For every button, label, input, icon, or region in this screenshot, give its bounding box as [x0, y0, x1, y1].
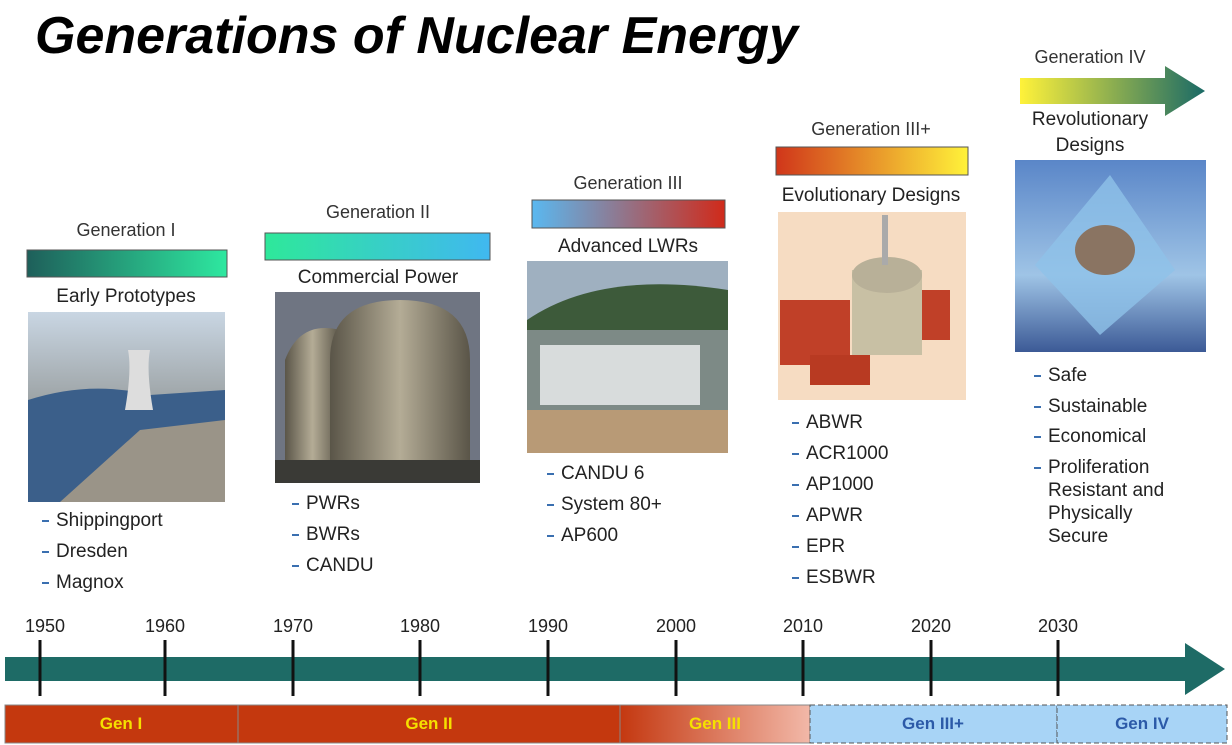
generation-band-label: Gen I [100, 714, 143, 734]
item-text: BWRs [306, 524, 360, 545]
generation-subtitle: Evolutionary Designs [782, 183, 960, 209]
bullet [547, 504, 554, 506]
bullet [292, 534, 299, 536]
item-text: APWR [806, 505, 863, 526]
item-text: CANDU [306, 555, 374, 576]
reactor-item: Sustainable [1048, 395, 1183, 418]
generation-subtitle: Revolutionary Designs [1015, 107, 1165, 159]
year-label: 2020 [911, 616, 951, 637]
generation-label: Generation III [573, 173, 682, 194]
reactor-item: APWR [806, 504, 976, 527]
bullet [1034, 436, 1041, 438]
reactor-item: Economical [1048, 425, 1183, 448]
reactor-item: ABWR [806, 411, 976, 434]
bullet [42, 582, 49, 584]
reactor-item: EPR [806, 535, 976, 558]
item-text: AP600 [561, 525, 618, 546]
item-text: Proliferation Resistant and Physically S… [1048, 457, 1164, 547]
item-text: Shippingport [56, 510, 163, 531]
reactor-item: ACR1000 [806, 442, 976, 465]
item-text: Magnox [56, 572, 124, 593]
item-text: ESBWR [806, 567, 876, 588]
year-label: 1990 [528, 616, 568, 637]
generation-band-label: Gen IV [1115, 714, 1169, 734]
year-label: 1980 [400, 616, 440, 637]
generation-subtitle: Commercial Power [298, 265, 458, 291]
reactor-item: CANDU [306, 554, 476, 577]
generation-label: Generation III+ [811, 119, 931, 140]
bullet [547, 535, 554, 537]
bullet [792, 546, 799, 548]
infographic: Generations of Nuclear Energy Generation… [0, 0, 1232, 745]
reactor-item: AP600 [561, 524, 731, 547]
bullet [1034, 375, 1041, 377]
bullet [292, 565, 299, 567]
item-text: Sustainable [1048, 396, 1147, 417]
generation-label: Generation I [76, 220, 175, 241]
generation-band-label: Gen III [689, 714, 741, 734]
item-text: Economical [1048, 426, 1146, 447]
item-text: AP1000 [806, 474, 874, 495]
generation-band-label: Gen II [405, 714, 452, 734]
bullet [1034, 467, 1041, 469]
reactor-item: ESBWR [806, 566, 976, 589]
reactor-item: Proliferation Resistant and Physically S… [1048, 456, 1183, 548]
bullet [792, 484, 799, 486]
reactor-item: Dresden [56, 540, 226, 563]
year-label: 2000 [656, 616, 696, 637]
year-label: 2030 [1038, 616, 1078, 637]
item-text: ABWR [806, 412, 863, 433]
year-label: 1970 [273, 616, 313, 637]
item-text: ACR1000 [806, 443, 888, 464]
reactor-item: BWRs [306, 523, 476, 546]
bullet [42, 551, 49, 553]
bullet [292, 503, 299, 505]
item-text: Dresden [56, 541, 128, 562]
generation-subtitle: Early Prototypes [56, 284, 195, 310]
reactor-item: Safe [1048, 364, 1183, 387]
year-label: 1950 [25, 616, 65, 637]
generation-label: Generation II [326, 202, 430, 223]
bullet [792, 453, 799, 455]
generation-band-label: Gen III+ [902, 714, 964, 734]
year-label: 2010 [783, 616, 823, 637]
reactor-item: Magnox [56, 571, 226, 594]
bullet [42, 520, 49, 522]
reactor-item: PWRs [306, 492, 476, 515]
reactor-item: System 80+ [561, 493, 731, 516]
item-text: CANDU 6 [561, 463, 644, 484]
reactor-item: AP1000 [806, 473, 976, 496]
reactor-item: Shippingport [56, 509, 226, 532]
bullet [547, 473, 554, 475]
bullet [792, 577, 799, 579]
generation-label: Generation IV [1034, 47, 1145, 68]
item-text: System 80+ [561, 494, 662, 515]
year-label: 1960 [145, 616, 185, 637]
bullet [792, 422, 799, 424]
item-text: PWRs [306, 493, 360, 514]
bullet [1034, 406, 1041, 408]
item-text: Safe [1048, 365, 1087, 386]
title: Generations of Nuclear Energy [35, 6, 798, 66]
bullet [792, 515, 799, 517]
generation-subtitle: Advanced LWRs [558, 234, 698, 260]
item-text: EPR [806, 536, 845, 557]
reactor-item: CANDU 6 [561, 462, 731, 485]
